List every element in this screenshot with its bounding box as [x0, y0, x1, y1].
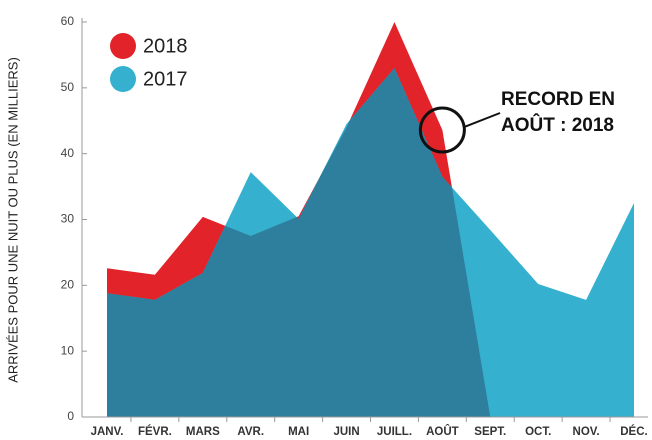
- y-tick-label: 10: [61, 343, 75, 357]
- x-tick-label: AVR.: [237, 426, 264, 438]
- x-tick-label: NOV.: [573, 426, 600, 438]
- x-tick-label: JANV.: [91, 426, 124, 438]
- y-tick-label: 0: [67, 409, 74, 423]
- x-tick-label: SEPT.: [474, 426, 506, 438]
- y-tick-label: 40: [61, 146, 75, 160]
- y-axis-label: ARRIVÉES POUR UNE NUIT OU PLUS (EN MILLI…: [5, 57, 20, 383]
- x-tick-label: OCT.: [525, 426, 551, 438]
- overlap-area: [107, 68, 491, 417]
- x-tick-label: JUIN: [333, 426, 359, 438]
- y-tick-label: 30: [61, 212, 75, 226]
- annotation-line: [463, 112, 501, 128]
- legend-label: 2017: [143, 68, 188, 90]
- y-tick-label: 20: [61, 278, 75, 292]
- x-tick-label: JUILL.: [377, 426, 412, 438]
- annotation-circle: [418, 106, 466, 154]
- annotation-text: AOÛT : 2018: [501, 114, 614, 136]
- x-tick-label: FÉVR.: [138, 425, 172, 438]
- x-tick-label: MAI: [288, 426, 309, 438]
- y-tick-label: 60: [61, 14, 75, 28]
- x-tick-label: AOÛT: [426, 425, 459, 438]
- legend-label: 2018: [143, 35, 188, 57]
- y-tick-label: 50: [61, 80, 75, 94]
- x-tick-label: DÉC.: [620, 425, 647, 438]
- legend-swatch: [110, 33, 136, 59]
- annotation-text: RECORD EN: [501, 89, 615, 110]
- legend-swatch: [110, 66, 136, 92]
- x-tick-label: MARS: [186, 426, 220, 438]
